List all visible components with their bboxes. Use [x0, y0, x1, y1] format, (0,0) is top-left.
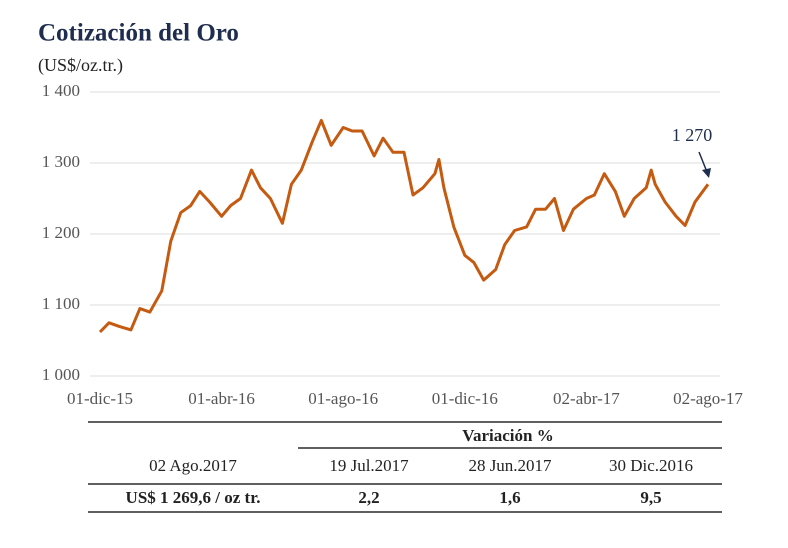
annotation: 1 270: [672, 125, 713, 145]
x-tick-label: 01-dic-15: [67, 389, 133, 408]
annotation-arrow: [698, 151, 708, 173]
table-cell: 9,5: [640, 488, 661, 507]
table-column-header: 28 Jun.2017: [468, 456, 552, 475]
y-tick-label: 1 300: [42, 152, 80, 171]
table-column-header: 19 Jul.2017: [329, 456, 409, 475]
y-tick-label: 1 100: [42, 294, 80, 313]
table-group-header: Variación %: [462, 426, 553, 445]
y-tick-label: 1 400: [42, 81, 80, 100]
table-column-header: 30 Dic.2016: [609, 456, 693, 475]
chart-title: Cotización del Oro: [38, 20, 239, 47]
arrow-head: [702, 168, 711, 178]
x-tick-label: 01-dic-16: [432, 389, 498, 408]
x-tick-label: 01-ago-16: [308, 389, 378, 408]
table-column-header: 02 Ago.2017: [149, 456, 237, 475]
x-tick-label: 02-ago-17: [673, 389, 743, 408]
table-cell: 2,2: [358, 488, 379, 507]
chart-subtitle: (US$/oz.tr.): [38, 55, 123, 76]
y-tick-label: 1 200: [42, 223, 80, 242]
x-tick-label: 02-abr-17: [553, 389, 620, 408]
table-cell: 1,6: [499, 488, 520, 507]
x-tick-label: 01-abr-16: [188, 389, 255, 408]
y-tick-label: 1 000: [42, 365, 80, 384]
price-line: [98, 118, 710, 334]
table-cell: US$ 1 269,6 / oz tr.: [126, 488, 261, 507]
